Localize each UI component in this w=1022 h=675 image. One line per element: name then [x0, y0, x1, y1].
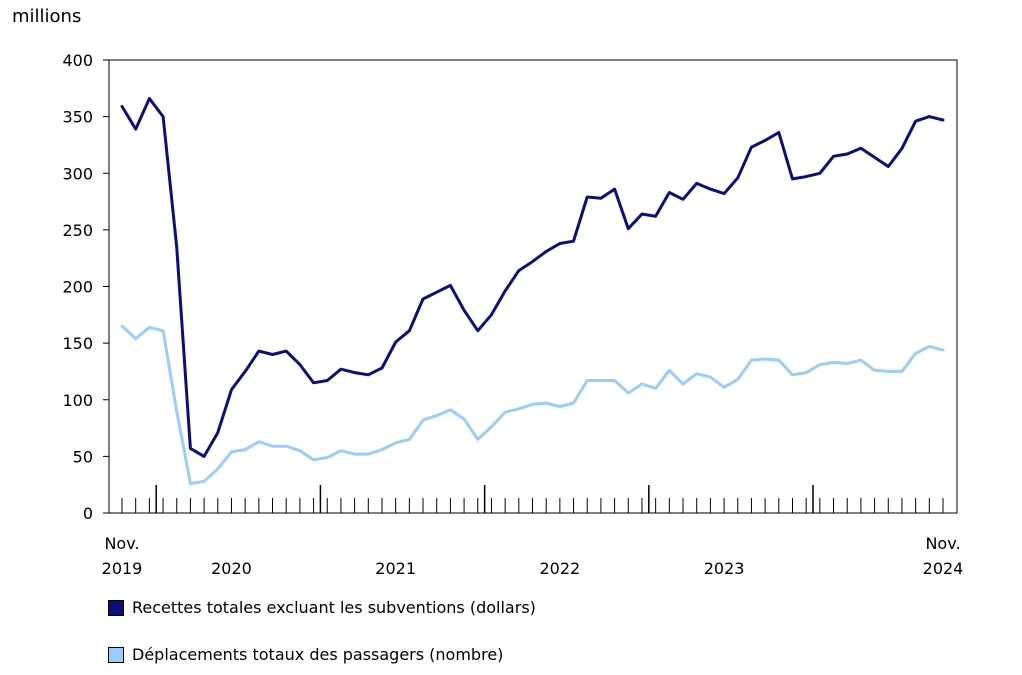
plot-frame [108, 59, 958, 514]
series-layer [120, 97, 945, 486]
y-tick-label: 350 [62, 108, 93, 127]
labels-layer: 0 50 100 150 200 250 300 350 400 Nov. 2019 2020 2021… [62, 51, 963, 578]
series-line-revenue [120, 97, 945, 458]
legend-label-revenue: Recettes totales excluant les subvention… [132, 598, 536, 617]
y-tick-label: 0 [83, 504, 93, 523]
legend-swatch-revenue [108, 599, 124, 616]
x-tick-label-year: 2021 [375, 559, 416, 578]
x-tick-label-year: 2019 [102, 559, 143, 578]
x-tick-label-year: 2024 [923, 559, 964, 578]
legend-swatch-passengers [108, 646, 124, 663]
y-tick-label: 50 [73, 447, 93, 466]
y-unit-label: millions [12, 6, 82, 27]
y-tick-label: 200 [62, 278, 93, 297]
y-tick-label: 300 [62, 164, 93, 183]
x-tick-label-year: 2020 [211, 559, 252, 578]
y-tick-label: 400 [62, 51, 93, 70]
x-tick-label-year: 2023 [704, 559, 745, 578]
y-tick-label: 100 [62, 391, 93, 410]
ticks-layer [103, 59, 944, 514]
legend-item-passengers: Déplacements totaux des passagers (nombr… [108, 645, 503, 664]
x-tick-label-year: 2022 [540, 559, 581, 578]
legend-label-passengers: Déplacements totaux des passagers (nombr… [132, 645, 504, 664]
x-tick-label-month: Nov. [925, 534, 960, 553]
y-tick-label: 150 [62, 334, 93, 353]
y-tick-label: 250 [62, 221, 93, 240]
legend-item-revenue: Recettes totales excluant les subvention… [108, 598, 536, 617]
series-line-passengers [120, 324, 945, 486]
x-tick-label-month: Nov. [104, 534, 139, 553]
